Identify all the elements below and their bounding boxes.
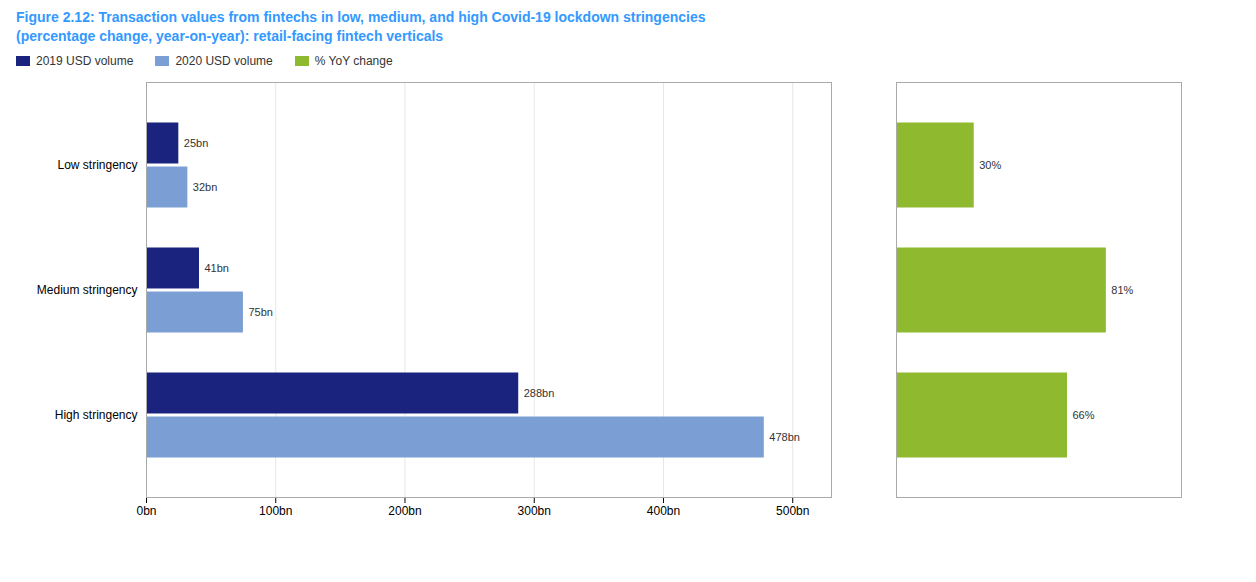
svg-text:32bn: 32bn <box>193 181 217 193</box>
html-text:(percentage change, year-on-ye: (percentage change, year-on-year): retai… <box>16 28 444 44</box>
svg-text:30%: 30% <box>979 159 1001 171</box>
svg-text:0bn: 0bn <box>136 504 156 518</box>
html-text:2019 USD volume: 2019 USD volume <box>36 54 134 68</box>
html-text:2020 USD volume: 2020 USD volume <box>175 54 273 68</box>
svg-text:41bn: 41bn <box>204 262 228 274</box>
svg-text:200bn: 200bn <box>388 504 421 518</box>
svg-text:478bn: 478bn <box>769 431 800 443</box>
svg-text:500bn: 500bn <box>776 504 809 518</box>
svg-text:Low stringency: Low stringency <box>57 158 137 172</box>
svg-text:300bn: 300bn <box>518 504 551 518</box>
svg-text:100bn: 100bn <box>259 504 292 518</box>
html-text:% YoY change: % YoY change <box>314 54 393 68</box>
svg-text:400bn: 400bn <box>647 504 680 518</box>
svg-text:66%: 66% <box>1073 409 1095 421</box>
svg-text:Medium stringency: Medium stringency <box>37 283 138 297</box>
svg-text:25bn: 25bn <box>184 137 208 149</box>
svg-text:81%: 81% <box>1111 284 1133 296</box>
svg-text:High stringency: High stringency <box>55 408 138 422</box>
svg-text:288bn: 288bn <box>524 387 555 399</box>
html-text:Figure 2.12: Transaction value: Figure 2.12: Transaction values from fin… <box>16 9 706 25</box>
svg-text:75bn: 75bn <box>248 306 272 318</box>
